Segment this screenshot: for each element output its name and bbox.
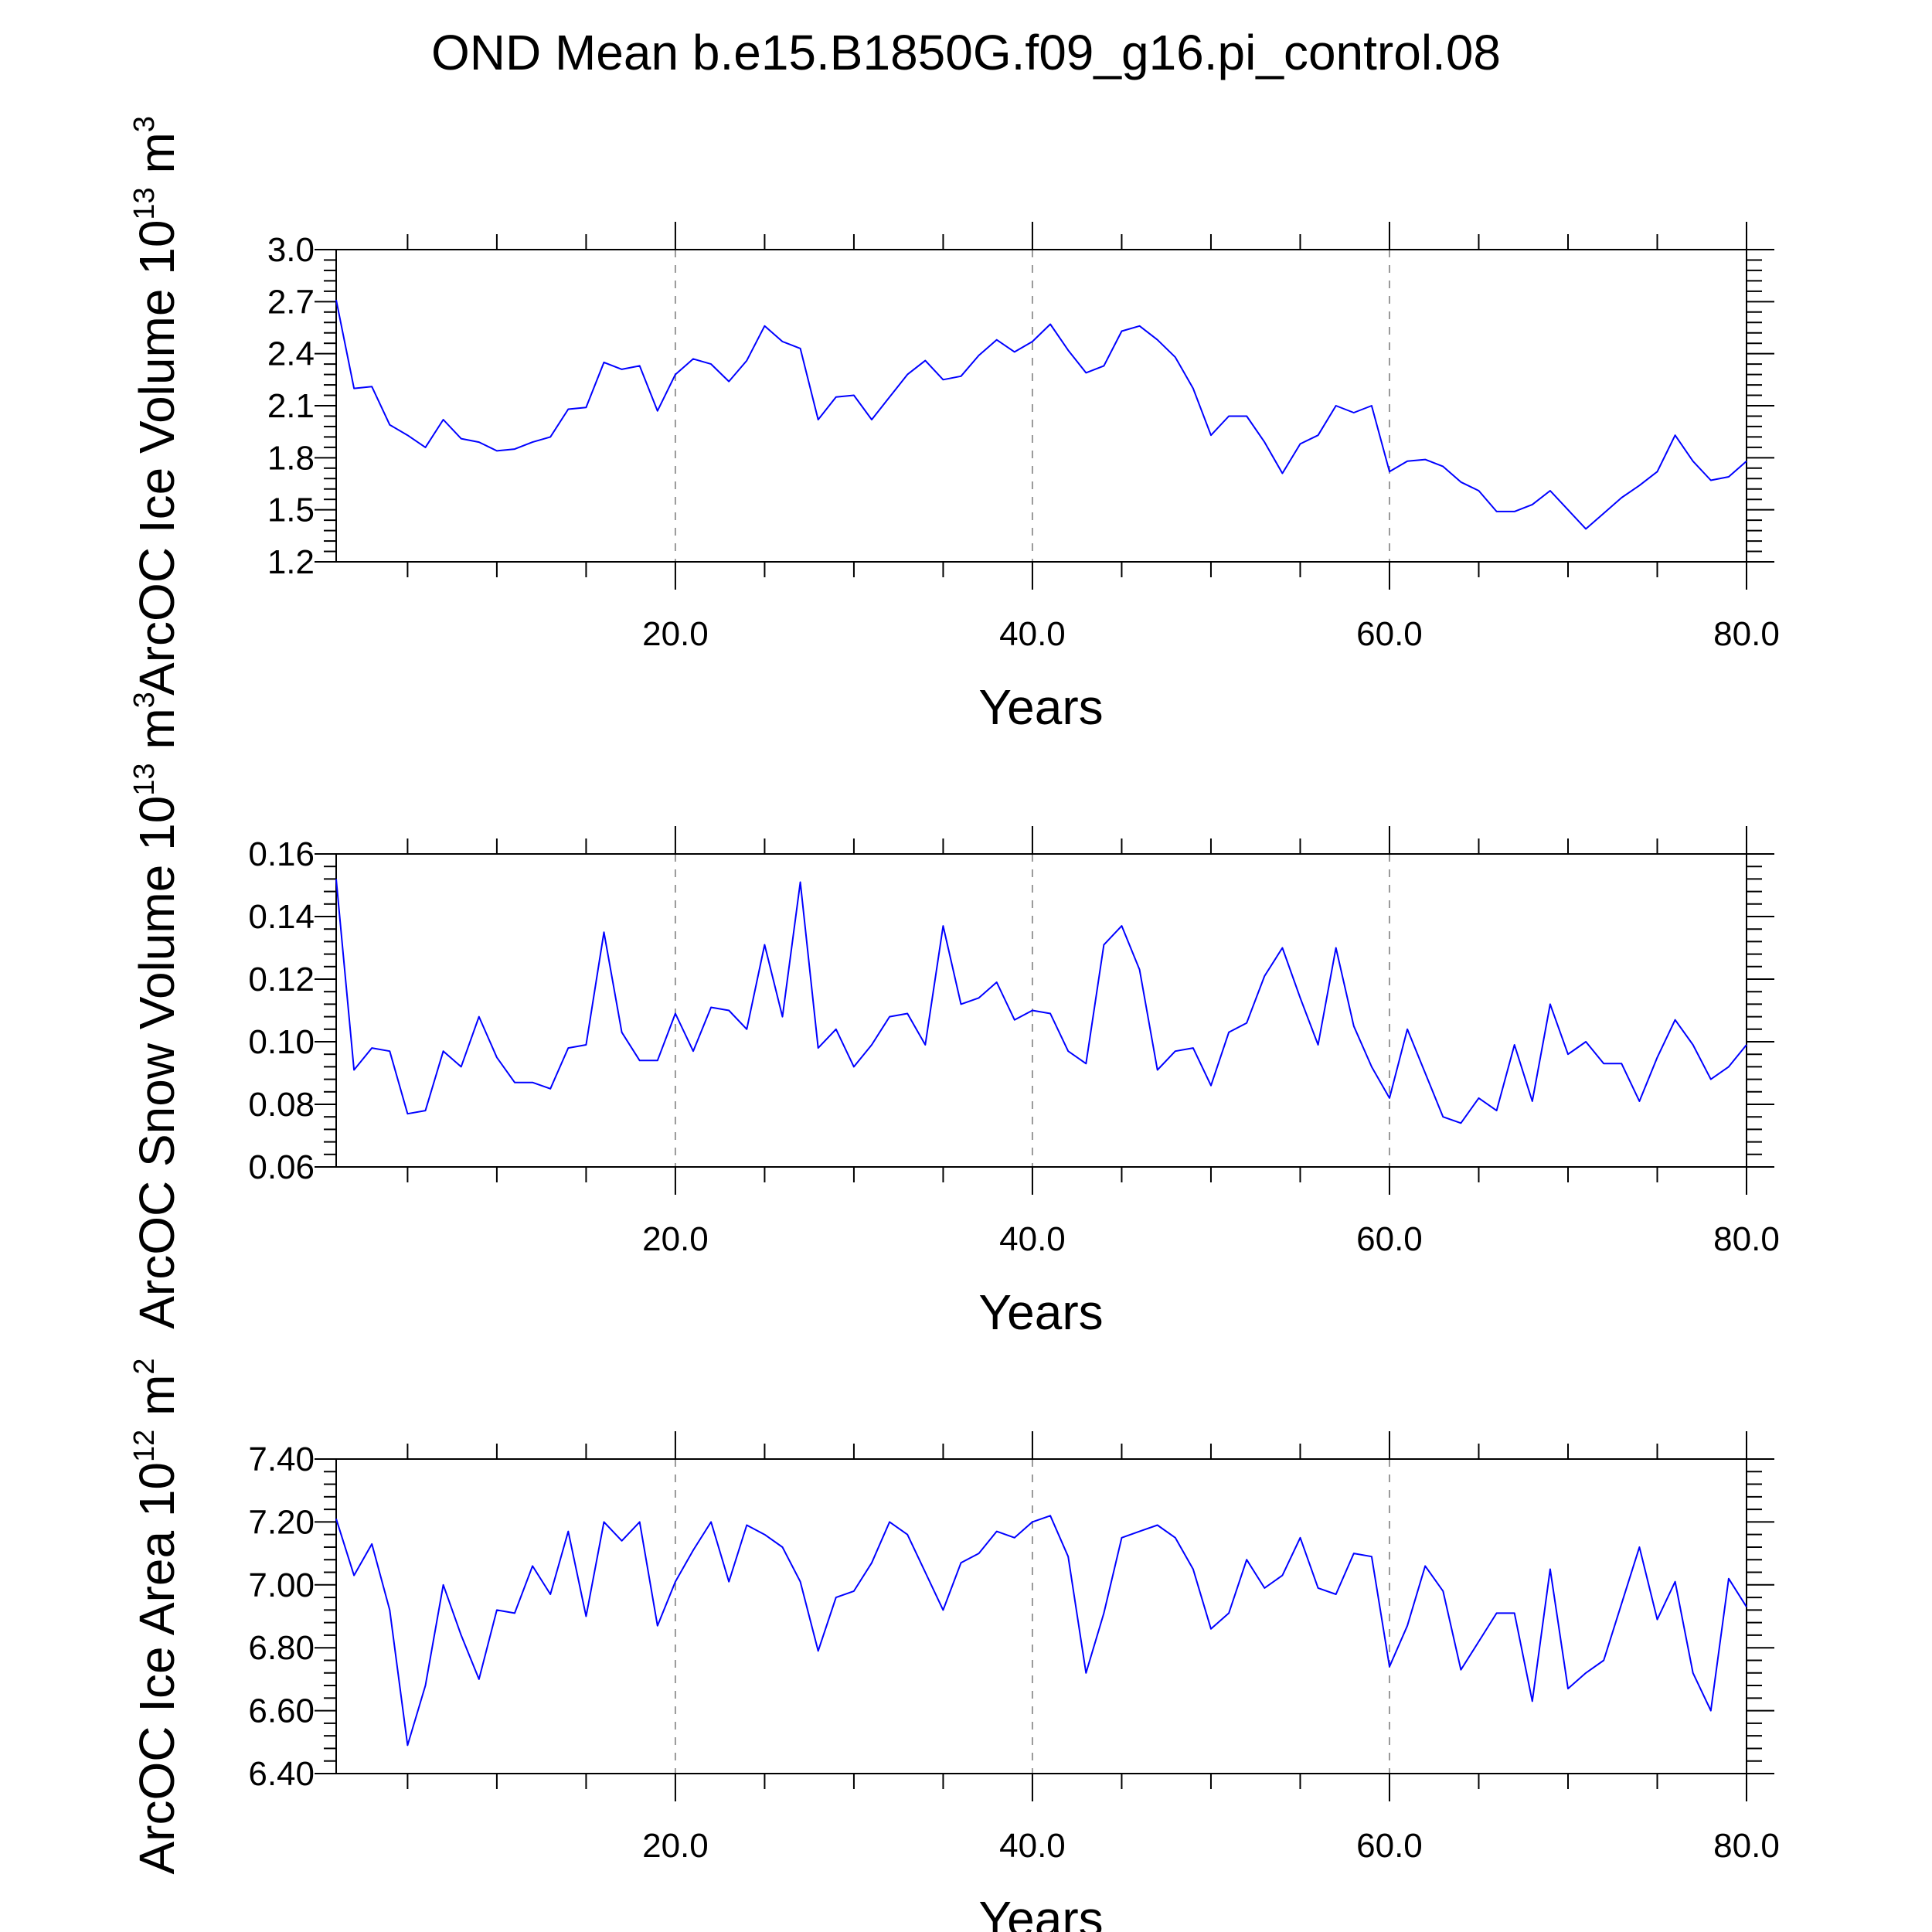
series-line <box>335 1515 1747 1747</box>
series-line <box>335 879 1747 1124</box>
y-tick-label: 0.14 <box>248 898 315 936</box>
x-tick-label: 60.0 <box>1356 1220 1423 1258</box>
panel-1: 20.0 40.0 60.0 80.0 Years 1.2 1.5 1.8 2.1 2.4 2.7 3… <box>128 116 1780 735</box>
y-tick-label: 7.00 <box>248 1566 315 1604</box>
x-tick-label: 20.0 <box>642 1827 709 1865</box>
y-tick-label: 3.0 <box>267 231 315 269</box>
y-tick-label: 0.10 <box>248 1023 315 1061</box>
chart-title: OND Mean b.e15.B1850G.f09_g16.pi_control… <box>431 25 1501 80</box>
y-axis-label: ArcOC Snow Volume 1013 m3 <box>128 692 185 1329</box>
y-tick-label: 6.80 <box>248 1629 315 1667</box>
plot-frame <box>335 853 1747 1168</box>
y-tick-label: 2.7 <box>267 283 315 321</box>
y-tick-label: 1.2 <box>267 543 315 581</box>
x-tick-label: 40.0 <box>999 615 1066 653</box>
y-tick-label: 0.16 <box>248 835 315 873</box>
x-tick-label: 60.0 <box>1356 1827 1423 1865</box>
y-axis-label: ArcOC Ice Volume 1013 m3 <box>128 116 185 696</box>
x-tick-label: 20.0 <box>642 1220 709 1258</box>
panel-2: 20.0 40.0 60.0 80.0 Years 0.06 0.08 0.10 0.12 0.1… <box>128 692 1780 1340</box>
y-tick-label: 0.06 <box>248 1148 315 1186</box>
x-tick-label: 60.0 <box>1356 615 1423 653</box>
x-tick-label: 40.0 <box>999 1827 1066 1865</box>
y-axis-label: ArcOC Ice Area 1012 m2 <box>128 1358 185 1874</box>
y-tick-label: 1.8 <box>267 439 315 477</box>
x-axis-label: Years <box>978 679 1103 735</box>
y-tick-label: 7.40 <box>248 1440 315 1478</box>
plot-frame <box>335 1458 1747 1774</box>
y-tick-label: 6.40 <box>248 1755 315 1793</box>
series-line <box>335 299 1747 530</box>
y-tick-label: 2.4 <box>267 335 315 373</box>
plot-frame <box>335 249 1747 563</box>
x-axis-label: Years <box>978 1891 1103 1932</box>
x-tick-label: 40.0 <box>999 1220 1066 1258</box>
x-tick-label: 80.0 <box>1713 1827 1780 1865</box>
y-tick-label: 2.1 <box>267 387 315 425</box>
x-axis-label: Years <box>978 1284 1103 1340</box>
panel-3: 20.0 40.0 60.0 80.0 Years 6.40 6.60 6.80 7.00 7.2… <box>128 1358 1780 1932</box>
y-tick-label: 0.12 <box>248 961 315 998</box>
y-tick-label: 0.08 <box>248 1086 315 1124</box>
x-tick-label: 80.0 <box>1713 615 1780 653</box>
x-tick-label: 20.0 <box>642 615 709 653</box>
y-tick-label: 6.60 <box>248 1692 315 1730</box>
x-tick-label: 80.0 <box>1713 1220 1780 1258</box>
y-tick-label: 1.5 <box>267 492 315 529</box>
y-tick-label: 7.20 <box>248 1503 315 1541</box>
